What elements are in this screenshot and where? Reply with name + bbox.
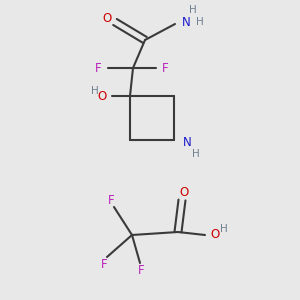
Text: F: F	[138, 265, 144, 278]
Text: H: H	[91, 86, 99, 96]
Text: O: O	[179, 185, 189, 199]
Text: O: O	[98, 89, 107, 103]
Text: N: N	[182, 16, 191, 28]
Text: H: H	[196, 17, 204, 27]
Text: F: F	[101, 257, 107, 271]
Text: O: O	[102, 13, 112, 26]
Text: F: F	[95, 61, 102, 74]
Text: F: F	[108, 194, 114, 206]
Text: F: F	[162, 61, 169, 74]
Text: N: N	[183, 136, 192, 148]
Text: O: O	[210, 229, 219, 242]
Text: H: H	[189, 5, 197, 15]
Text: H: H	[192, 149, 200, 159]
Text: H: H	[220, 224, 228, 234]
